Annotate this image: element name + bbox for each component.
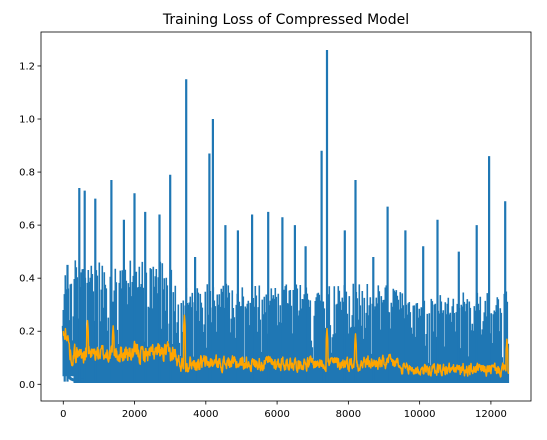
y-tick-label: 1.2 (19, 61, 35, 72)
x-tick-label: 4000 (193, 409, 218, 420)
y-tick-label: 0.2 (19, 327, 35, 338)
x-tick-label: 2000 (122, 409, 147, 420)
x-tick-label: 12000 (475, 409, 507, 420)
x-tick-label: 6000 (264, 409, 289, 420)
y-tick-label: 0.8 (19, 168, 35, 179)
y-tick-label: 0.4 (19, 274, 35, 285)
x-tick-label: 8000 (336, 409, 361, 420)
y-tick-label: 0.6 (19, 221, 35, 232)
y-tick-label: 1.0 (19, 115, 35, 126)
y-tick-label: 0.0 (19, 380, 35, 391)
x-tick-label: 10000 (404, 409, 436, 420)
x-tick-label: 0 (60, 409, 66, 420)
chart-title: Training Loss of Compressed Model (162, 12, 409, 28)
